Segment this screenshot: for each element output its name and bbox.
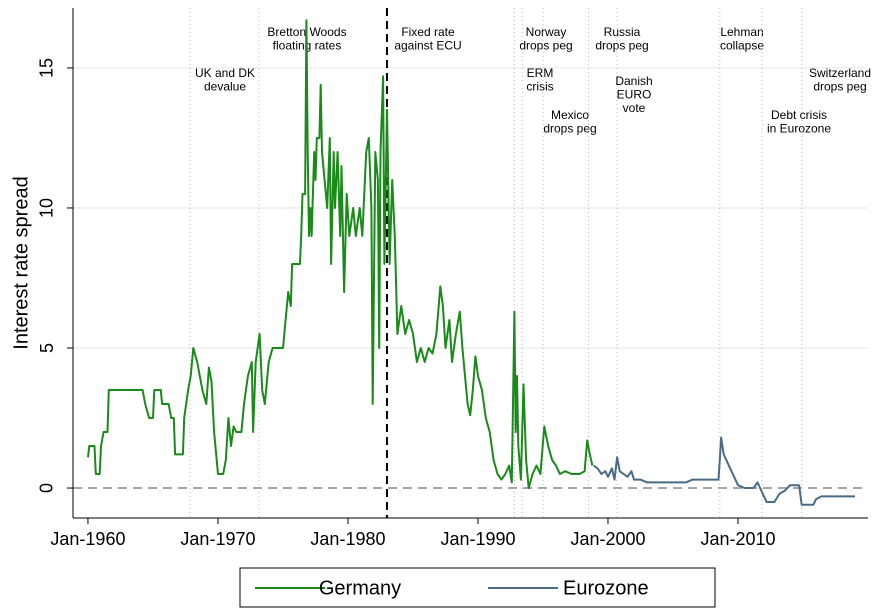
y-tick-label: 5 (37, 343, 57, 353)
annotation-label: vote (623, 101, 646, 115)
annotation-label: EURO (617, 88, 652, 102)
annotation-label: Switzerland (809, 66, 871, 80)
annotation-label: in Eurozone (767, 122, 831, 136)
annotation-label: crisis (526, 80, 553, 94)
annotation-label: Mexico (551, 108, 589, 122)
x-tick-label: Jan-1960 (50, 529, 125, 549)
x-tick-label: Jan-2010 (700, 529, 775, 549)
annotation-label: against ECU (394, 39, 461, 53)
x-tick-label: Jan-1980 (310, 529, 385, 549)
series-line (87, 19, 594, 489)
annotation-label: UK and DK (195, 66, 255, 80)
annotation-label: drops peg (595, 39, 648, 53)
annotation-label: drops peg (543, 122, 596, 136)
legend-label: Eurozone (563, 577, 649, 599)
annotation-label: drops peg (813, 80, 866, 94)
y-axis-title: Interest rate spread (10, 176, 32, 349)
y-tick-label: 0 (37, 483, 57, 493)
annotation-label: collapse (720, 39, 764, 53)
x-tick-label: Jan-1970 (180, 529, 255, 549)
annotation-label: Lehman (720, 25, 763, 39)
y-tick-label: 15 (37, 58, 57, 78)
y-tick-label: 10 (37, 198, 57, 218)
legend-box (239, 567, 716, 608)
annotation-label: Danish (615, 74, 652, 88)
legend-label: Germany (319, 577, 401, 599)
annotation-label: Fixed rate (401, 25, 455, 39)
x-tick-label: Jan-1990 (440, 529, 515, 549)
annotation-label: drops peg (519, 39, 572, 53)
annotation-label: Norway (526, 25, 567, 39)
x-tick-label: Jan-2000 (570, 529, 645, 549)
series-line (593, 436, 855, 506)
annotation-label: devalue (204, 80, 246, 94)
annotation-label: Russia (604, 25, 641, 39)
annotation-label: Debt crisis (771, 108, 827, 122)
annotation-label: ERM (527, 66, 554, 80)
